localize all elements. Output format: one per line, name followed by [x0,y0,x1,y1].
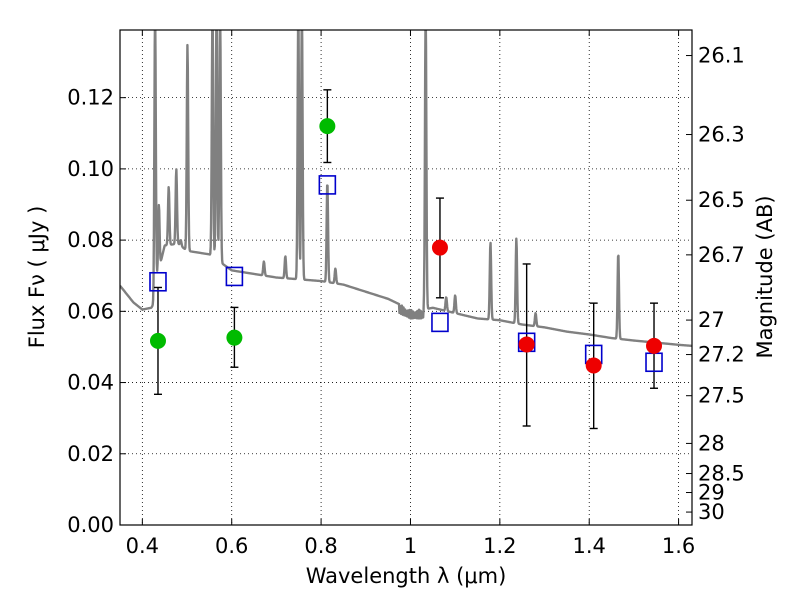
observed-flux-point [319,118,336,135]
model-spectrum-line [120,30,692,348]
gridlines [120,30,692,526]
observed-flux-point [585,357,602,374]
x-tick-label: 1.4 [573,534,606,558]
observed-flux-point [431,239,448,256]
observed-flux-point [226,329,243,346]
model-photometry-square [431,312,449,333]
magnitude-tick-label: 30 [698,500,725,524]
y-tick-label: 0.04 [67,371,114,395]
magnitude-tick-label: 26.7 [698,243,745,267]
x-tick-label: 1.2 [483,534,516,558]
x-tick-label: 1.6 [662,534,695,558]
observed-flux-point [646,337,663,354]
y-tick-label: 0.00 [67,513,114,537]
y-axis-label: Flux Fν ( μJy ) [25,206,49,349]
x-tick-label: 1 [404,534,417,558]
x-tick-label: 0.8 [304,534,337,558]
magnitude-tick-label: 27.5 [698,384,745,408]
magnitude-tick-label: 27.2 [698,343,745,367]
y-tick-label: 0.08 [67,228,114,252]
y-tick-label: 0.02 [67,442,114,466]
model-photometry-square [149,271,167,292]
observed-flux-point [149,332,166,349]
photometry-markers [149,89,663,430]
magnitude-tick-label: 27 [698,308,725,332]
x-axis-label: Wavelength λ (μm) [306,564,507,588]
x-tick-label: 0.6 [215,534,248,558]
y-tick-label: 0.12 [67,86,114,110]
magnitude-tick-label: 26.3 [698,123,745,147]
axis-ticks: 0.4 0.6 0.8 1 1.2 1.4 1.6 0.00 0.02 0.04 0.06 0.08 0… [67,30,745,558]
model-photometry-square [225,266,244,287]
y-tick-label: 0.06 [67,299,114,323]
y-tick-label: 0.10 [67,157,114,181]
observed-flux-point [518,336,535,353]
magnitude-tick-label: 26.5 [698,188,745,212]
magnitude-tick-label: 28 [698,431,725,455]
model-spectrum [120,30,692,348]
magnitude-tick-label: 28.5 [698,462,745,486]
y2-axis-label: Magnitude (AB) [753,195,777,358]
x-tick-label: 0.4 [126,534,159,558]
model-photometry-square [318,175,337,195]
magnitude-tick-label: 26.1 [698,44,745,68]
plot-frame [119,29,693,526]
magnitude-tick-label: 29 [698,481,725,505]
